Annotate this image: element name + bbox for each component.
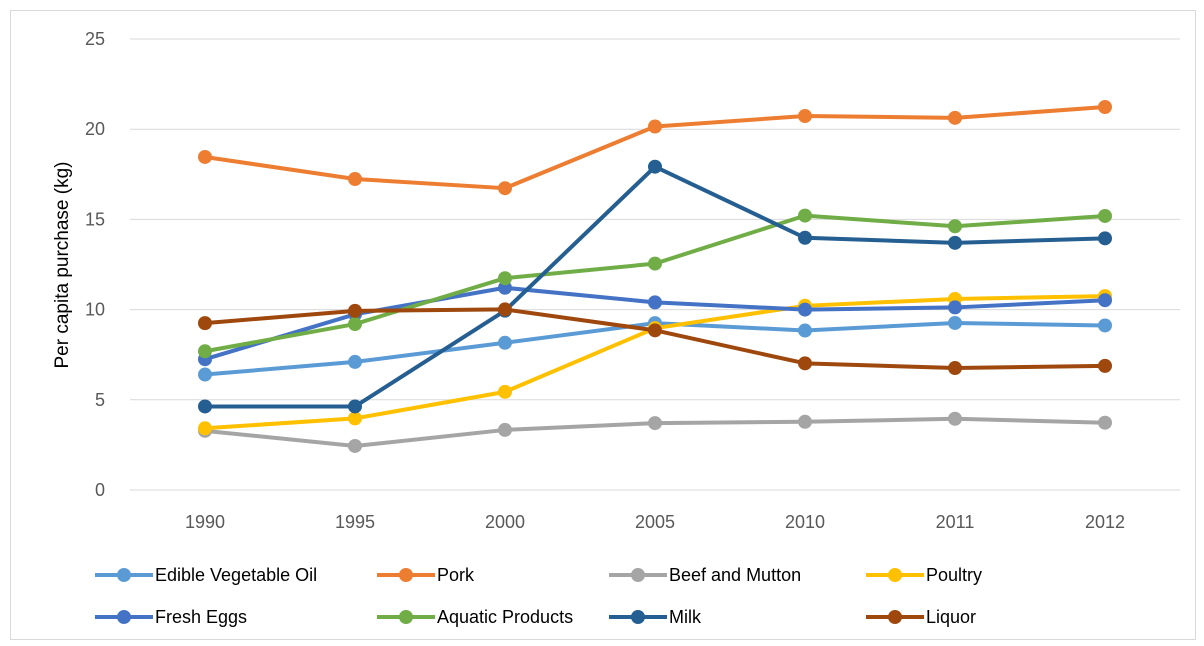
data-point bbox=[798, 414, 812, 429]
legend-label: Fresh Eggs bbox=[155, 607, 247, 627]
data-point bbox=[798, 302, 812, 317]
legend: Edible Vegetable Oil Pork Beef and Mutton P… bbox=[95, 565, 982, 627]
x-tick-label: 2000 bbox=[485, 512, 525, 532]
series-group bbox=[198, 100, 1112, 453]
data-point bbox=[498, 384, 512, 399]
series-liquor bbox=[198, 302, 1112, 376]
legend-label: Aquatic Products bbox=[437, 607, 573, 627]
y-tick-label: 5 bbox=[95, 390, 105, 410]
legend-label: Beef and Mutton bbox=[669, 565, 801, 585]
legend-label: Edible Vegetable Oil bbox=[155, 565, 317, 585]
data-point bbox=[948, 110, 962, 125]
y-tick-label: 15 bbox=[85, 209, 105, 229]
data-point bbox=[798, 323, 812, 338]
data-point bbox=[498, 335, 512, 350]
data-point bbox=[498, 302, 512, 317]
data-point bbox=[348, 317, 362, 332]
data-point bbox=[348, 438, 362, 453]
data-point bbox=[1098, 415, 1112, 430]
legend-label: Liquor bbox=[926, 607, 976, 627]
legend-label: Pork bbox=[437, 565, 475, 585]
data-point bbox=[1098, 100, 1112, 115]
y-tick-label: 20 bbox=[85, 119, 105, 139]
series-line bbox=[205, 164, 1106, 409]
data-point bbox=[798, 109, 812, 124]
y-tick-label: 10 bbox=[85, 300, 105, 320]
x-tick-label: 1995 bbox=[335, 512, 375, 532]
legend-item: Pork bbox=[377, 565, 475, 585]
data-point bbox=[648, 119, 662, 134]
data-point bbox=[348, 171, 362, 186]
x-tick-label: 2011 bbox=[936, 512, 975, 532]
data-point bbox=[648, 295, 662, 310]
x-tick-label: 2005 bbox=[635, 512, 675, 532]
x-axis-ticks: 1990 1995 2000 2005 2010 2011 2012 bbox=[185, 512, 1125, 532]
data-point bbox=[348, 354, 362, 369]
data-point bbox=[1098, 208, 1112, 223]
legend-swatch-marker bbox=[399, 568, 413, 582]
data-point bbox=[498, 422, 512, 437]
data-point bbox=[1098, 318, 1112, 333]
legend-item: Edible Vegetable Oil bbox=[95, 565, 317, 585]
data-point bbox=[198, 399, 212, 414]
data-point bbox=[798, 356, 812, 371]
x-tick-label: 2012 bbox=[1085, 512, 1125, 532]
series-aquatic-products bbox=[198, 208, 1112, 359]
y-axis-title: Per capita purchase (kg) bbox=[52, 162, 73, 369]
legend-item: Beef and Mutton bbox=[609, 565, 801, 585]
legend-label: Milk bbox=[669, 607, 702, 627]
data-point bbox=[648, 416, 662, 431]
data-point bbox=[1098, 293, 1112, 308]
data-point bbox=[948, 300, 962, 315]
legend-swatch-marker bbox=[117, 568, 131, 582]
y-tick-label: 25 bbox=[85, 29, 105, 49]
data-point bbox=[948, 315, 962, 330]
data-point bbox=[198, 149, 212, 164]
data-point bbox=[1098, 358, 1112, 373]
legend-item: Poultry bbox=[866, 565, 982, 585]
data-point bbox=[948, 219, 962, 234]
series-pork bbox=[198, 100, 1112, 196]
legend-item: Aquatic Products bbox=[377, 607, 573, 627]
series-milk bbox=[198, 159, 1112, 414]
data-point bbox=[948, 411, 962, 426]
data-point bbox=[198, 421, 212, 436]
legend-swatch-marker bbox=[631, 610, 645, 624]
data-point bbox=[948, 235, 962, 250]
data-point bbox=[498, 181, 512, 196]
y-axis-ticks: 0 5 10 15 20 25 bbox=[85, 29, 105, 500]
legend-swatch-marker bbox=[631, 568, 645, 582]
data-point bbox=[498, 271, 512, 286]
data-point bbox=[348, 399, 362, 414]
legend-swatch-marker bbox=[888, 568, 902, 582]
data-point bbox=[648, 323, 662, 338]
data-point bbox=[1098, 231, 1112, 246]
legend-item: Milk bbox=[609, 607, 702, 627]
x-tick-label: 1990 bbox=[185, 512, 225, 532]
data-point bbox=[798, 208, 812, 223]
data-point bbox=[348, 411, 362, 426]
x-tick-label: 2010 bbox=[785, 512, 825, 532]
data-point bbox=[798, 230, 812, 245]
legend-swatch-marker bbox=[117, 610, 131, 624]
data-point bbox=[648, 256, 662, 271]
legend-swatch-marker bbox=[399, 610, 413, 624]
data-point bbox=[198, 316, 212, 331]
data-point bbox=[948, 361, 962, 376]
legend-item: Fresh Eggs bbox=[95, 607, 247, 627]
legend-item: Liquor bbox=[866, 607, 976, 627]
data-point bbox=[198, 344, 212, 359]
legend-label: Poultry bbox=[926, 565, 982, 585]
legend-swatch-marker bbox=[888, 610, 902, 624]
data-point bbox=[648, 159, 662, 174]
y-tick-label: 0 bbox=[95, 480, 105, 500]
data-point bbox=[198, 367, 212, 382]
series-line bbox=[204, 105, 1106, 191]
data-point bbox=[348, 303, 362, 318]
